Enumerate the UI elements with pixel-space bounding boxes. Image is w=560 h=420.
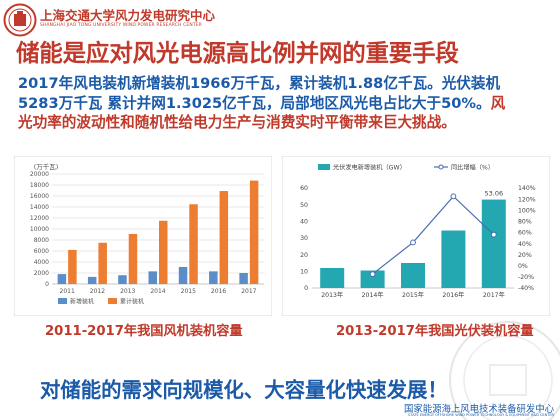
data-label-2017年: 53.06 — [484, 190, 503, 198]
bar-cumulative-2017 — [249, 180, 259, 284]
y-tick-label: 6000 — [34, 248, 49, 255]
growth-point — [450, 193, 457, 200]
paragraph-line-1: 2017年风电装机新增装机1966万千瓦，累计装机1.88亿千瓦。光伏装机 — [18, 75, 501, 92]
growth-point — [410, 239, 416, 246]
y-left-tick-label: 0 — [304, 285, 308, 292]
footer-org-sub: STATE ENERGY OFFSHORE WIND POWER TECHNOL… — [408, 413, 554, 417]
bar-new-2014 — [148, 271, 157, 284]
conclusion-text: 对储能的需求向规模化、大容量化快速发展！ — [40, 378, 448, 402]
bar-2015年 — [401, 263, 425, 288]
legend-swatch-cumulative — [108, 298, 117, 304]
y-right-tick-label: 120% — [518, 196, 536, 203]
x-tick-label: 2017 — [241, 288, 256, 295]
pv-chart-caption: 2013-2017年我国光伏装机容量 — [336, 324, 534, 339]
y-tick-label: 4000 — [34, 259, 49, 266]
growth-line — [372, 195, 495, 275]
y-tick-label: 2000 — [34, 270, 49, 277]
y-right-tick-label: -40% — [518, 285, 534, 292]
bar-2016年 — [441, 230, 466, 288]
y-right-tick-label: 0% — [518, 263, 528, 270]
y-tick-label: 8000 — [34, 237, 49, 244]
y-tick-label: 14000 — [30, 204, 49, 211]
bar-new-2016 — [209, 271, 218, 284]
body-paragraph: 2017年风电装机新增装机1966万千瓦，累计装机1.88亿千瓦。光伏装机 52… — [18, 74, 546, 133]
university-logo-icon — [3, 3, 37, 37]
x-tick-label: 2011 — [60, 288, 75, 295]
y-right-tick-label: 60% — [518, 230, 532, 237]
y-tick-label: 20000 — [30, 171, 49, 178]
x-tick-label: 2013 — [120, 288, 135, 295]
y-tick-label: 10000 — [30, 226, 49, 233]
x-tick-label: 2015年 — [402, 291, 424, 299]
pv-capacity-chart: 光伏发电新增装机（GW） 同比增幅（%） 0 10 20 30 40 50 60 -40% -20%… — [282, 156, 550, 316]
legend-swatch-new — [58, 298, 67, 304]
x-tick-label: 2017年 — [483, 291, 505, 299]
bar-new-2013 — [118, 275, 127, 284]
slide-title: 储能是应对风光电源高比例并网的重要手段 — [16, 39, 459, 67]
org-name: 上海交通大学风力发电研究中心 — [40, 8, 216, 23]
bar-2014年 — [360, 270, 385, 288]
x-tick-label: 2016年 — [442, 291, 464, 299]
paragraph-line-2: 5283万千瓦 累计并网1.3025亿千瓦，局部地区风光电占比大于50%。 — [18, 94, 491, 112]
y-unit-label: (万千瓦) — [34, 162, 59, 171]
bar-new-2017 — [239, 273, 248, 284]
wind-capacity-chart: (万千瓦) 0 2000 4000 6000 8000 10000 12000 14000 160… — [14, 156, 272, 316]
bar-new-2015 — [178, 266, 188, 284]
y-right-tick-label: 140% — [518, 185, 536, 192]
y-left-tick-label: 50 — [300, 202, 308, 209]
bar-2017年 — [481, 199, 506, 288]
bar-new-2011 — [57, 274, 67, 284]
y-left-tick-label: 20 — [300, 252, 308, 259]
legend-label-line: 同比增幅（%） — [451, 164, 494, 172]
x-tick-label: 2015 — [181, 288, 196, 295]
bar-cumulative-2013 — [128, 233, 138, 284]
y-tick-label: 12000 — [30, 215, 49, 222]
bar-new-2012 — [87, 276, 97, 284]
y-right-tick-label: -20% — [518, 274, 534, 281]
bar-2013年 — [320, 268, 345, 288]
y-tick-label: 0 — [45, 281, 49, 288]
y-right-tick-label: 40% — [518, 241, 532, 248]
x-tick-label: 2014年 — [362, 291, 384, 299]
chart-frame — [14, 156, 272, 316]
legend-marker-line — [438, 164, 444, 170]
bar-cumulative-2012 — [98, 242, 107, 284]
y-left-tick-label: 40 — [300, 219, 308, 226]
x-tick-label: 2013年 — [321, 291, 343, 299]
header: 上海交通大学风力发电研究中心 SHANGHAI JIAO TONG UNIVER… — [0, 0, 560, 40]
y-left-tick-label: 60 — [300, 185, 308, 192]
growth-point — [369, 271, 376, 278]
x-tick-label: 2014 — [150, 288, 165, 295]
bar-cumulative-2016 — [219, 191, 229, 284]
org-subtitle: SHANGHAI JIAO TONG UNIVERSITY WIND POWER… — [40, 23, 203, 28]
legend-swatch-bar — [318, 164, 330, 170]
x-tick-label: 2016 — [211, 288, 226, 295]
y-right-tick-label: 80% — [518, 219, 532, 226]
paragraph-line-4: 光功率的波动性和随机性给电力生产与消费实时平衡带来巨大挑战。 — [18, 114, 456, 131]
x-tick-label: 2012 — [90, 288, 105, 295]
bar-cumulative-2011 — [68, 249, 77, 284]
y-left-tick-label: 30 — [300, 235, 308, 242]
legend-label-bar: 光伏发电新增装机（GW） — [333, 164, 406, 172]
y-tick-label: 16000 — [30, 193, 49, 200]
bar-cumulative-2015 — [189, 204, 198, 284]
growth-point — [490, 231, 497, 238]
legend-label-cumulative: 累计装机 — [120, 298, 144, 306]
wind-chart-caption: 2011-2017年我国风机装机容量 — [45, 324, 243, 339]
y-right-tick-label: 20% — [518, 252, 532, 259]
y-left-tick-label: 10 — [300, 269, 308, 276]
y-tick-label: 18000 — [30, 182, 49, 189]
university-seal-watermark — [449, 321, 560, 420]
legend-label-new: 新增装机 — [70, 298, 94, 306]
paragraph-line-3: 风 — [490, 94, 506, 112]
y-right-tick-label: 100% — [518, 207, 536, 214]
footer-org: 国家能源海上风电技术装备研发中心 — [403, 404, 554, 415]
bar-cumulative-2014 — [159, 220, 168, 284]
